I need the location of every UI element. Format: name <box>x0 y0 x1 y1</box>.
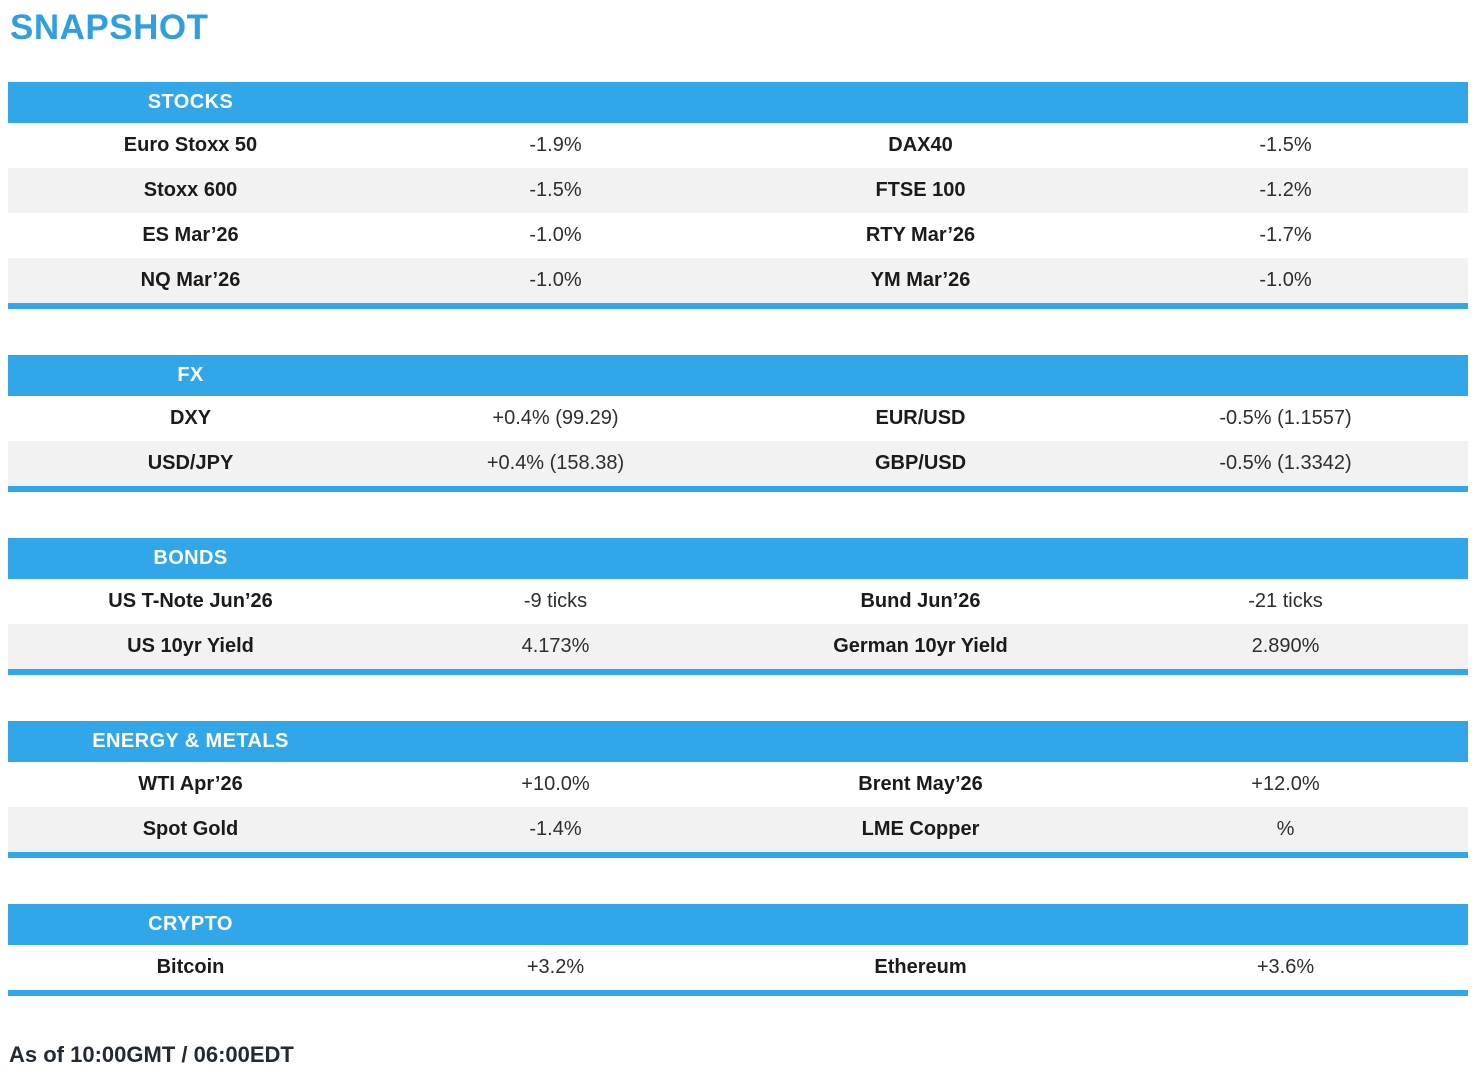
section-rows: Euro Stoxx 50 -1.9% DAX40 -1.5% Stoxx 60… <box>8 123 1468 303</box>
asset-value: -1.0% <box>529 269 582 291</box>
asset-label: Stoxx 600 <box>143 179 238 201</box>
table-row: US T-Note Jun’26 -9 ticks Bund Jun’26 -2… <box>8 579 1468 624</box>
asset-label: LME Copper <box>861 818 980 840</box>
section-header-bonds: BONDS <box>8 538 1468 579</box>
asset-label: WTI Apr’26 <box>138 773 243 795</box>
asset-value: +0.4% (99.29) <box>492 407 619 429</box>
asset-value: -0.5% (1.3342) <box>1219 452 1352 474</box>
table-row: USD/JPY +0.4% (158.38) GBP/USD -0.5% (1.… <box>8 441 1468 486</box>
asset-label: Spot Gold <box>142 818 239 840</box>
table-row: NQ Mar’26 -1.0% YM Mar’26 -1.0% <box>8 258 1468 303</box>
market-tables: STOCKS Euro Stoxx 50 -1.9% DAX40 -1.5% S… <box>8 82 1468 996</box>
section-header-crypto: CRYPTO <box>8 904 1468 945</box>
asset-value: -1.9% <box>529 134 582 156</box>
asset-value: -1.0% <box>529 224 582 246</box>
asset-label: FTSE 100 <box>875 179 966 201</box>
asset-value: -1.7% <box>1259 224 1312 246</box>
section-header-stocks: STOCKS <box>8 82 1468 123</box>
asset-label: Euro Stoxx 50 <box>123 134 258 156</box>
asset-value: -1.2% <box>1259 179 1312 201</box>
asset-value: -0.5% (1.1557) <box>1219 407 1352 429</box>
asset-value: 2.890% <box>1251 635 1320 657</box>
asset-value: -1.4% <box>529 818 582 840</box>
section-title: STOCKS <box>147 91 234 113</box>
table-row: WTI Apr’26 +10.0% Brent May’26 +12.0% <box>8 762 1468 807</box>
section-fx: FX DXY +0.4% (99.29) EUR/USD -0.5% (1.15… <box>8 355 1468 492</box>
section-bonds: BONDS US T-Note Jun’26 -9 ticks Bund Jun… <box>8 538 1468 675</box>
section-crypto: CRYPTO Bitcoin +3.2% Ethereum +3.6% <box>8 904 1468 996</box>
asset-label: USD/JPY <box>147 452 234 474</box>
asset-label: Bitcoin <box>156 956 225 978</box>
section-title: FX <box>177 364 204 386</box>
asset-label: ES Mar’26 <box>142 224 239 246</box>
section-rows: Bitcoin +3.2% Ethereum +3.6% <box>8 945 1468 990</box>
asset-label: Brent May’26 <box>858 773 983 795</box>
table-row: US 10yr Yield 4.173% German 10yr Yield 2… <box>8 624 1468 669</box>
table-row: ES Mar’26 -1.0% RTY Mar’26 -1.7% <box>8 213 1468 258</box>
section-title: CRYPTO <box>148 913 233 935</box>
asset-value: -21 ticks <box>1248 590 1323 612</box>
asset-label: DXY <box>169 407 212 429</box>
asset-label: US T-Note Jun’26 <box>108 590 273 612</box>
asset-value: +10.0% <box>521 773 590 795</box>
asset-label: US 10yr Yield <box>127 635 254 657</box>
table-row: Bitcoin +3.2% Ethereum +3.6% <box>8 945 1468 990</box>
section-header-fx: FX <box>8 355 1468 396</box>
asset-label: YM Mar’26 <box>870 269 971 291</box>
section-header-energy-metals: ENERGY & METALS <box>8 721 1468 762</box>
asset-label: RTY Mar’26 <box>865 224 976 246</box>
asset-value: -9 ticks <box>523 590 588 612</box>
asset-label: DAX40 <box>888 134 953 156</box>
section-title: ENERGY & METALS <box>92 730 289 752</box>
section-rows: US T-Note Jun’26 -9 ticks Bund Jun’26 -2… <box>8 579 1468 669</box>
asset-value: +12.0% <box>1251 773 1320 795</box>
asset-label: NQ Mar’26 <box>140 269 241 291</box>
asset-value: 4.173% <box>521 635 590 657</box>
section-rows: WTI Apr’26 +10.0% Brent May’26 +12.0% Sp… <box>8 762 1468 852</box>
asset-value: -1.5% <box>529 179 582 201</box>
asset-label: EUR/USD <box>875 407 966 429</box>
as-of-timestamp: As of 10:00GMT / 06:00EDT <box>9 1042 294 1067</box>
asset-label: GBP/USD <box>874 452 967 474</box>
section-rows: DXY +0.4% (99.29) EUR/USD -0.5% (1.1557)… <box>8 396 1468 486</box>
asset-label: German 10yr Yield <box>833 635 1008 657</box>
section-stocks: STOCKS Euro Stoxx 50 -1.9% DAX40 -1.5% S… <box>8 82 1468 309</box>
asset-value: -1.5% <box>1259 134 1312 156</box>
table-row: DXY +0.4% (99.29) EUR/USD -0.5% (1.1557) <box>8 396 1468 441</box>
asset-value: +3.2% <box>526 956 585 978</box>
table-row: Euro Stoxx 50 -1.9% DAX40 -1.5% <box>8 123 1468 168</box>
asset-value: +0.4% (158.38) <box>486 452 625 474</box>
asset-value: +3.6% <box>1256 956 1315 978</box>
table-row: Spot Gold -1.4% LME Copper % <box>8 807 1468 852</box>
section-title: BONDS <box>153 547 228 569</box>
asset-label: Bund Jun’26 <box>860 590 981 612</box>
asset-label: Ethereum <box>874 956 967 978</box>
asset-value: -1.0% <box>1259 269 1312 291</box>
asset-value: % <box>1276 818 1295 840</box>
page-title: SNAPSHOT <box>10 8 209 47</box>
table-row: Stoxx 600 -1.5% FTSE 100 -1.2% <box>8 168 1468 213</box>
section-energy-metals: ENERGY & METALS WTI Apr’26 +10.0% Brent … <box>8 721 1468 858</box>
